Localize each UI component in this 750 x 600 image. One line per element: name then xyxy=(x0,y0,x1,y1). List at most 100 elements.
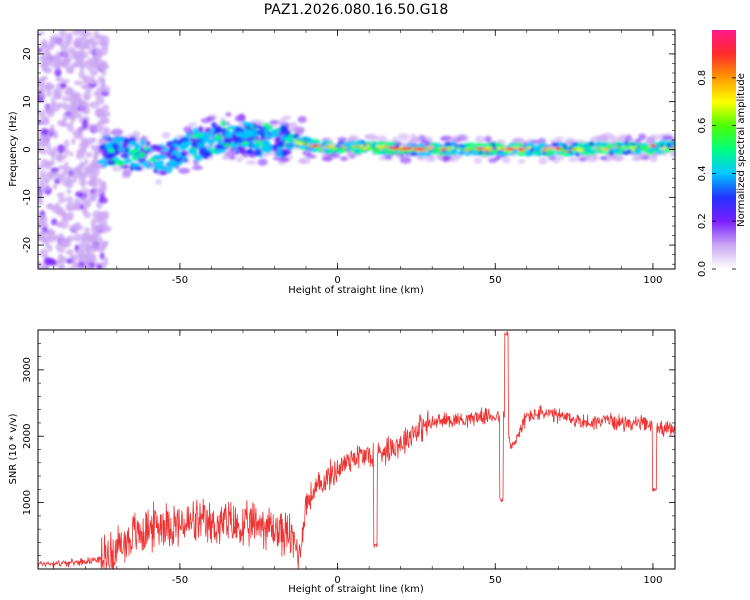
spectrogram-cell xyxy=(610,147,619,152)
spectrogram-cell xyxy=(54,92,62,100)
spectrogram-cell xyxy=(301,140,308,143)
spectrogram-cell xyxy=(369,148,376,151)
spectrogram-cell xyxy=(286,144,294,150)
spectrogram-cell xyxy=(72,129,82,138)
spectrogram-cell xyxy=(200,117,212,124)
spectrogram-cell xyxy=(172,150,180,155)
spectrogram-cell xyxy=(306,154,317,159)
spectrogram-cell xyxy=(50,96,56,106)
x-tick-label: 100 xyxy=(643,575,662,586)
spectrogram-cell xyxy=(517,159,526,164)
spectrogram-peak xyxy=(312,144,319,148)
spectrogram-cell xyxy=(603,148,610,151)
spectrogram-cell xyxy=(89,237,99,242)
snr-x-label: Height of straight line (km) xyxy=(288,584,424,595)
spectrogram-cell xyxy=(295,138,300,141)
spectrogram-cell xyxy=(444,151,452,155)
spectrogram-cell xyxy=(65,196,74,203)
spectrogram-cell xyxy=(153,154,160,159)
spectrogram-cell xyxy=(99,40,109,49)
spectrogram-cell xyxy=(484,135,492,143)
spectrogram-cell xyxy=(550,147,555,150)
spectrogram-cell xyxy=(38,215,48,225)
spectrogram-cell xyxy=(191,165,204,171)
spectrogram-cell xyxy=(121,142,128,150)
spectrogram-cell xyxy=(52,183,58,190)
spectrogram-cell xyxy=(78,176,87,187)
y-tick-label: -10 xyxy=(22,189,33,205)
spectrogram-cell xyxy=(409,133,417,142)
spectrogram-cell xyxy=(428,142,438,147)
spectrogram-cell xyxy=(83,74,91,85)
spectrogram-cell xyxy=(203,149,210,158)
spectrogram-peak xyxy=(517,147,524,151)
spectrogram-cell xyxy=(80,84,90,90)
spectrogram-cell xyxy=(440,149,444,152)
y-tick-label: 3000 xyxy=(22,357,33,382)
spectrogram-cell xyxy=(61,50,70,59)
spectrogram-cell xyxy=(84,158,89,166)
spectrogram-cell xyxy=(90,144,95,150)
spectrogram-cell xyxy=(81,140,89,149)
spectrogram-cell xyxy=(501,156,511,164)
spectrogram-cell xyxy=(236,156,243,163)
spectrogram-cell xyxy=(155,179,163,185)
spectrogram-cell xyxy=(360,144,364,147)
spectrogram-cell xyxy=(130,162,138,167)
spectrogram-cell xyxy=(269,150,277,156)
spectrogram-cell xyxy=(72,39,80,47)
spectrogram-peak xyxy=(413,147,426,151)
spectrogram-cell xyxy=(245,160,257,165)
spectrogram-cell xyxy=(74,54,85,64)
spectrogram-cell xyxy=(251,142,260,149)
spectrogram-y-label: Frequency (Hz) xyxy=(8,111,19,187)
spectrogram-cell xyxy=(457,151,464,156)
spectrogram-cell xyxy=(131,153,139,161)
spectrogram-cell xyxy=(71,137,76,145)
spectrogram-cell xyxy=(638,133,647,141)
spectrogram-cell xyxy=(215,135,222,140)
spectrogram-cell xyxy=(97,244,107,251)
spectrogram-cell xyxy=(91,242,99,253)
spectrogram-cell xyxy=(65,67,74,74)
spectrogram-cell xyxy=(96,263,103,269)
spectrogram-cell xyxy=(568,157,579,162)
spectrogram-cell xyxy=(97,76,104,83)
spectrogram-cell xyxy=(521,151,526,156)
colorbar-tick-label: 0.8 xyxy=(697,70,708,86)
spectrogram-cell xyxy=(473,157,482,165)
spectrogram-cell xyxy=(96,211,107,220)
spectrogram-cell xyxy=(40,158,49,168)
spectrogram-cell xyxy=(66,249,74,256)
spectrogram-cell xyxy=(67,211,75,220)
spectrogram-cell xyxy=(224,137,233,144)
spectrogram-cell xyxy=(38,199,44,206)
spectrogram-cell xyxy=(84,252,91,261)
spectrogram-cell xyxy=(198,125,204,133)
spectrogram-cell xyxy=(382,148,388,151)
spectrogram-cell xyxy=(377,141,383,145)
spectrogram-cell xyxy=(375,147,381,150)
spectrogram-cell xyxy=(441,147,448,150)
spectrogram-cell xyxy=(94,232,102,238)
spectrogram-cell xyxy=(162,148,169,153)
spectrogram-cell xyxy=(659,147,666,150)
spectrogram-cell xyxy=(86,39,93,44)
spectrogram-cell xyxy=(91,42,96,50)
spectrogram-image xyxy=(38,30,675,269)
spectrogram-y-axis: -20 -10 0 10 20 xyxy=(22,34,675,265)
spectrogram-cell xyxy=(343,146,348,149)
spectrogram-cell xyxy=(596,150,606,154)
spectrogram-cell xyxy=(50,167,60,173)
spectrogram-cell xyxy=(95,95,105,106)
spectrogram-cell xyxy=(149,157,158,162)
spectrogram-cell xyxy=(288,133,295,138)
spectrogram-cell xyxy=(525,152,534,156)
spectrogram-cell xyxy=(263,139,269,144)
spectrogram-cell xyxy=(497,147,502,150)
spectrogram-cell xyxy=(217,148,226,154)
spectrogram-cell xyxy=(38,144,42,154)
spectrogram-cell xyxy=(101,118,110,125)
spectrogram-cell xyxy=(451,154,460,162)
spectrogram-cell xyxy=(464,148,469,151)
